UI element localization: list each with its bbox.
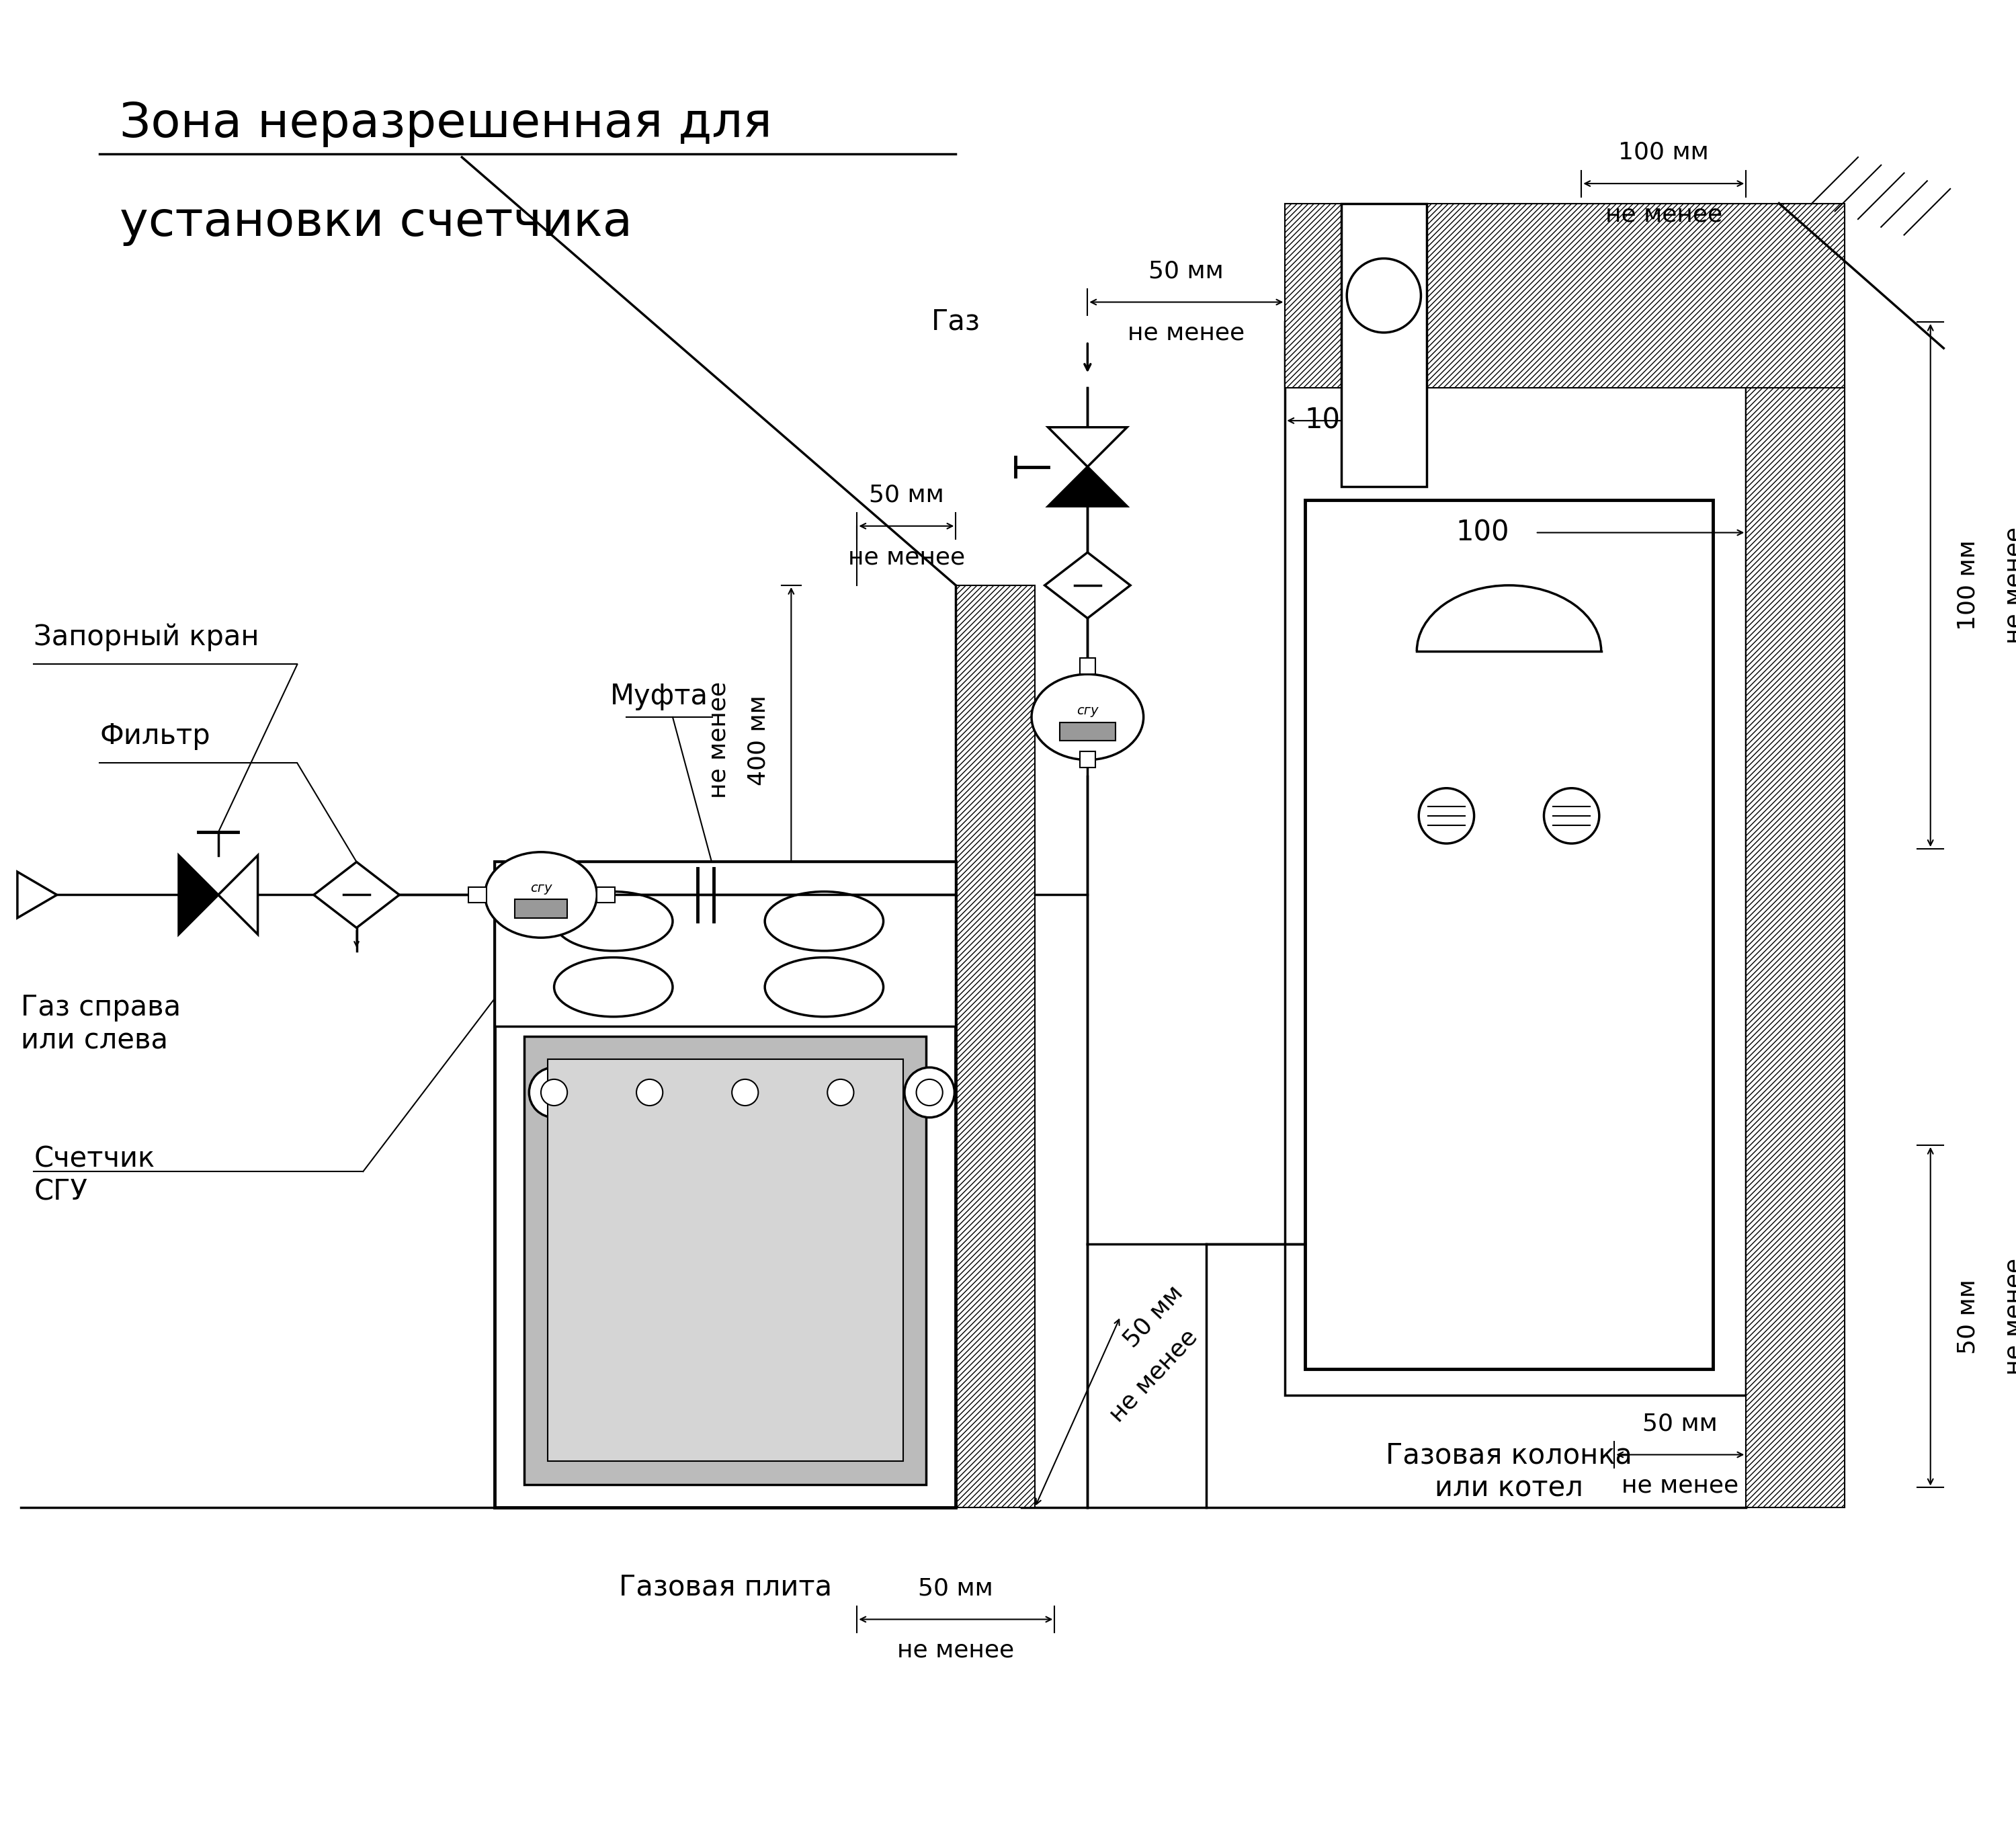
Text: не менее: не менее xyxy=(2004,527,2016,643)
Bar xyxy=(524,1037,925,1485)
Ellipse shape xyxy=(764,957,883,1017)
Circle shape xyxy=(1347,259,1421,333)
Text: Газ: Газ xyxy=(931,308,980,335)
Text: сгу: сгу xyxy=(1077,703,1099,716)
Polygon shape xyxy=(1048,426,1127,466)
Text: Газ справа
или слева: Газ справа или слева xyxy=(20,993,181,1055)
Text: 400 мм: 400 мм xyxy=(746,694,770,785)
Ellipse shape xyxy=(764,891,883,951)
Text: 50 мм: 50 мм xyxy=(869,483,943,507)
Polygon shape xyxy=(314,862,399,927)
Ellipse shape xyxy=(554,891,673,951)
Text: 100 мм: 100 мм xyxy=(1958,539,1980,630)
Text: 100: 100 xyxy=(1456,519,1510,547)
Text: 50 мм: 50 мм xyxy=(1958,1279,1980,1354)
Text: 100 мм: 100 мм xyxy=(1619,140,1710,164)
Text: не менее: не менее xyxy=(1127,322,1244,344)
Text: 50 мм: 50 мм xyxy=(917,1576,994,1600)
Bar xyxy=(514,900,566,918)
Circle shape xyxy=(625,1068,675,1117)
Bar xyxy=(1746,322,1845,1507)
Bar xyxy=(956,585,1034,1507)
Text: Зона неразрешенная для: Зона неразрешенная для xyxy=(119,100,772,148)
Text: Муфта: Муфта xyxy=(611,681,708,711)
Ellipse shape xyxy=(554,957,673,1017)
Polygon shape xyxy=(1044,552,1131,618)
Polygon shape xyxy=(179,855,218,935)
Circle shape xyxy=(1419,789,1474,844)
Bar xyxy=(597,887,615,902)
Circle shape xyxy=(528,1068,579,1117)
Text: Запорный кран: Запорный кран xyxy=(34,623,260,650)
Bar xyxy=(1284,322,1746,1396)
Circle shape xyxy=(720,1068,770,1117)
Text: не менее: не менее xyxy=(708,681,730,798)
Bar xyxy=(1304,499,1714,1368)
Bar xyxy=(494,862,956,1026)
Text: не менее: не менее xyxy=(897,1640,1014,1662)
Circle shape xyxy=(816,1068,865,1117)
Circle shape xyxy=(905,1068,954,1117)
Circle shape xyxy=(637,1079,663,1106)
Circle shape xyxy=(540,1079,566,1106)
Bar xyxy=(468,887,486,902)
Text: 50 мм: 50 мм xyxy=(1643,1412,1718,1436)
Circle shape xyxy=(732,1079,758,1106)
Ellipse shape xyxy=(486,853,597,938)
Bar xyxy=(494,862,956,1507)
Text: 50 мм: 50 мм xyxy=(1119,1281,1187,1352)
Text: Фильтр: Фильтр xyxy=(99,722,210,751)
Text: не менее: не менее xyxy=(2004,1257,2016,1376)
Ellipse shape xyxy=(1032,674,1143,760)
Text: установки счетчика: установки счетчика xyxy=(119,200,633,246)
Bar xyxy=(1284,204,1845,388)
Circle shape xyxy=(917,1079,943,1106)
Polygon shape xyxy=(218,855,258,935)
Polygon shape xyxy=(18,871,56,918)
Text: Счетчик
СГУ: Счетчик СГУ xyxy=(34,1146,155,1206)
Text: не менее: не менее xyxy=(849,547,966,568)
Text: Газовая плита: Газовая плита xyxy=(619,1572,833,1602)
Text: не менее: не менее xyxy=(1621,1474,1738,1498)
Circle shape xyxy=(827,1079,853,1106)
Bar xyxy=(1081,751,1095,767)
Bar xyxy=(1341,204,1427,486)
Text: не менее: не менее xyxy=(1105,1325,1202,1427)
Text: сгу: сгу xyxy=(530,882,552,895)
Text: 50 мм: 50 мм xyxy=(1149,259,1224,282)
Text: 100: 100 xyxy=(1304,406,1359,435)
Text: Газовая колонка
или котел: Газовая колонка или котел xyxy=(1385,1441,1633,1503)
Bar xyxy=(548,1060,903,1461)
Bar xyxy=(1060,722,1115,742)
Bar xyxy=(1081,658,1095,674)
Polygon shape xyxy=(1048,466,1127,507)
Circle shape xyxy=(1544,789,1599,844)
Text: не менее: не менее xyxy=(1605,204,1722,226)
